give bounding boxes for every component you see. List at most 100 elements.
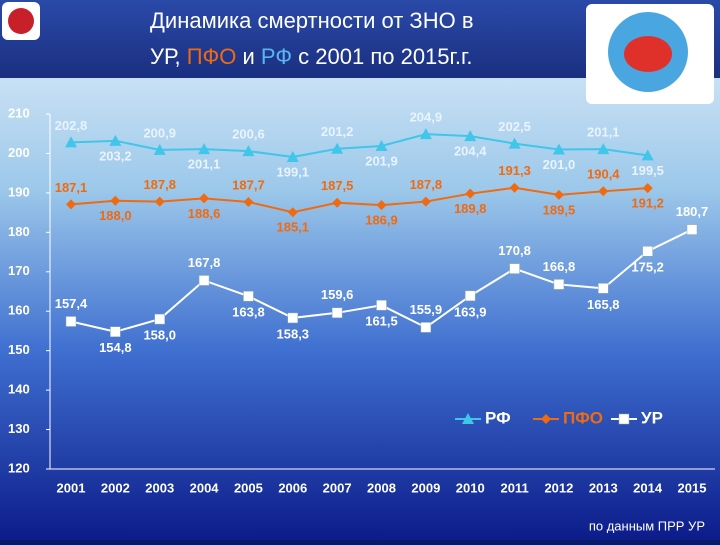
data-label: 163,8 — [232, 305, 265, 320]
x-tick-label: 2009 — [411, 480, 440, 495]
data-label: 190,4 — [587, 167, 620, 182]
point — [642, 183, 653, 194]
legend-marker — [541, 414, 551, 424]
data-label: 155,9 — [410, 302, 443, 317]
data-label: 191,3 — [498, 163, 531, 178]
data-label: 163,9 — [454, 304, 487, 319]
point — [641, 149, 654, 161]
point — [331, 307, 343, 319]
data-label: 201,2 — [321, 124, 354, 139]
data-label: 188,6 — [188, 206, 221, 221]
data-label: 188,0 — [99, 208, 132, 223]
y-tick-label: 140 — [8, 382, 30, 397]
x-tick-label: 2001 — [57, 480, 86, 495]
y-tick-label: 180 — [8, 224, 30, 239]
data-label: 180,7 — [676, 204, 709, 219]
point — [508, 137, 521, 149]
x-tick-label: 2008 — [367, 480, 396, 495]
x-tick-label: 2004 — [190, 480, 220, 495]
point — [287, 312, 299, 324]
x-tick-label: 2007 — [323, 480, 352, 495]
x-tick-label: 2010 — [456, 480, 485, 495]
source: по данным ПРР УР — [589, 518, 705, 533]
point — [553, 279, 565, 290]
data-label: 187,5 — [321, 178, 354, 193]
x-tick-label: 2014 — [633, 480, 663, 495]
y-tick-label: 200 — [8, 145, 30, 160]
legend-marker — [618, 413, 630, 425]
data-label: 157,4 — [55, 296, 88, 311]
title-part: УР, — [150, 44, 187, 69]
point — [287, 207, 298, 218]
point — [199, 193, 210, 204]
y-tick-label: 170 — [8, 263, 30, 278]
point — [597, 143, 610, 155]
point — [109, 134, 122, 146]
data-label: 161,5 — [365, 314, 398, 329]
point — [465, 188, 476, 199]
point — [154, 313, 165, 325]
logo-left-icon — [8, 8, 34, 34]
data-label: 185,1 — [277, 220, 310, 235]
series-line — [70, 133, 648, 159]
point — [153, 143, 166, 155]
point — [243, 196, 254, 207]
x-tick-label: 2011 — [500, 480, 528, 495]
legend-label: УР — [641, 408, 663, 427]
data-label: 201,1 — [188, 157, 221, 172]
point — [509, 263, 520, 274]
logo-crab — [624, 36, 672, 72]
data-label: 200,9 — [143, 125, 176, 140]
point — [110, 326, 121, 337]
data-label: 159,6 — [321, 287, 354, 302]
point — [286, 150, 299, 162]
data-label: 202,5 — [498, 119, 531, 134]
y-tick-label: 210 — [8, 105, 30, 120]
x-tick-label: 2012 — [544, 480, 573, 495]
data-label: 191,2 — [631, 196, 664, 211]
data-label: 202,8 — [55, 118, 88, 133]
data-label: 175,2 — [631, 260, 664, 275]
point — [553, 189, 564, 200]
data-label: 201,1 — [587, 125, 620, 140]
point — [331, 142, 344, 154]
data-label: 158,0 — [143, 328, 176, 343]
title-part: Динамика смертности от ЗНО в — [150, 8, 474, 33]
chart-title: УР, ПФО и РФ с 2001 по 2015г.г. — [150, 44, 472, 69]
data-label: 167,8 — [188, 255, 221, 270]
title-part: РФ — [261, 44, 292, 69]
data-label: 201,0 — [543, 157, 576, 172]
x-tick-label: 2015 — [678, 480, 707, 495]
x-tick-label: 2013 — [589, 480, 618, 495]
data-label: 204,9 — [410, 110, 443, 125]
data-label: 187,8 — [143, 177, 176, 192]
data-label: 189,5 — [543, 202, 576, 217]
point — [509, 182, 520, 193]
point — [464, 130, 477, 142]
point — [598, 186, 609, 197]
x-tick-label: 2005 — [234, 480, 263, 495]
point — [198, 275, 210, 286]
point — [376, 300, 387, 311]
point — [376, 200, 387, 211]
data-label: 187,1 — [55, 180, 88, 195]
legend-marker — [462, 413, 474, 424]
point — [686, 224, 698, 235]
point — [420, 196, 431, 207]
data-label: 187,7 — [232, 177, 265, 192]
data-label: 199,5 — [631, 163, 664, 178]
chart-title: Динамика смертности от ЗНО в — [150, 8, 474, 33]
series-line — [70, 186, 648, 214]
point — [154, 196, 165, 207]
data-label: 189,8 — [454, 201, 487, 216]
title-part: ПФО — [187, 44, 237, 69]
legend-label: РФ — [485, 408, 511, 427]
point — [65, 136, 77, 148]
data-label: 203,2 — [99, 148, 132, 163]
point — [110, 195, 121, 206]
point — [243, 290, 254, 302]
point — [332, 197, 343, 208]
data-label: 200,6 — [232, 127, 265, 142]
point — [375, 139, 388, 151]
